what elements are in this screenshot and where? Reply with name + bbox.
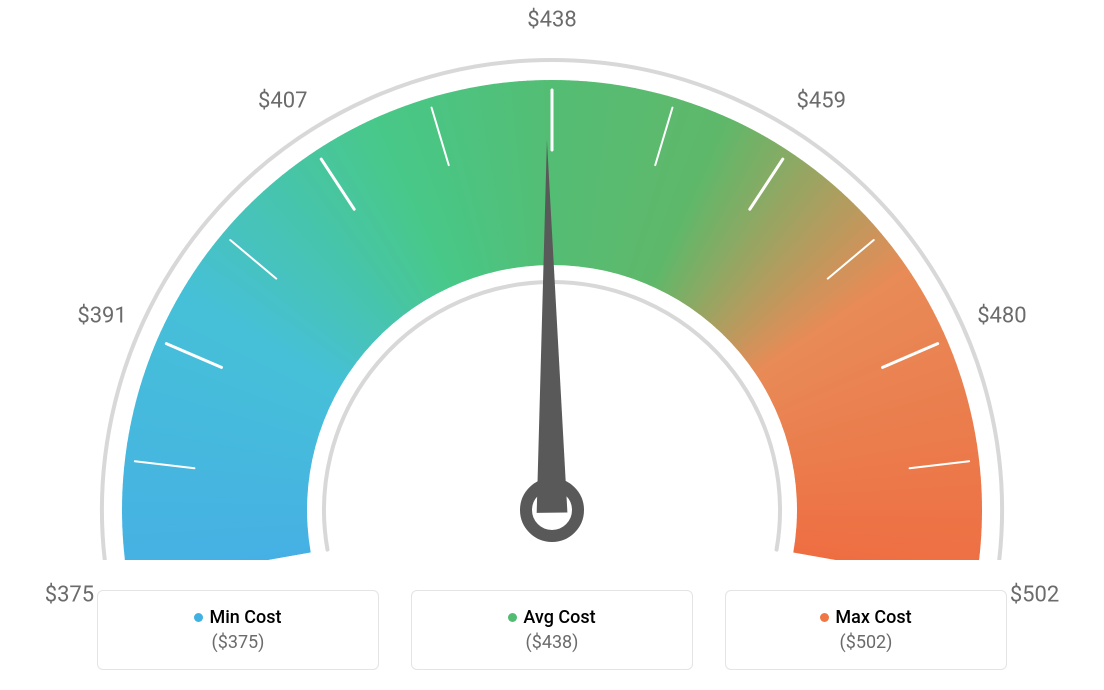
- gauge-svg: [0, 0, 1104, 560]
- gauge-tick-label: $407: [258, 88, 307, 113]
- legend-value-max: ($502): [840, 632, 893, 653]
- cost-gauge-chart: $375$391$407$438$459$480$502 Min Cost ($…: [0, 0, 1104, 690]
- legend-row: Min Cost ($375) Avg Cost ($438) Max Cost…: [0, 590, 1104, 670]
- legend-title-min: Min Cost: [194, 607, 281, 628]
- gauge-area: $375$391$407$438$459$480$502: [0, 0, 1104, 560]
- legend-value-min: ($375): [212, 632, 265, 653]
- legend-dot-max: [820, 613, 829, 622]
- legend-dot-avg: [508, 613, 517, 622]
- legend-card-min: Min Cost ($375): [97, 590, 379, 670]
- legend-title-avg: Avg Cost: [508, 607, 595, 628]
- legend-title-max-text: Max Cost: [835, 607, 911, 628]
- gauge-tick-label: $438: [527, 8, 576, 33]
- legend-value-avg: ($438): [526, 632, 579, 653]
- gauge-tick-label: $391: [77, 303, 126, 328]
- legend-card-avg: Avg Cost ($438): [411, 590, 693, 670]
- legend-title-max: Max Cost: [820, 607, 911, 628]
- gauge-tick-label: $459: [797, 88, 846, 113]
- legend-dot-min: [194, 613, 203, 622]
- gauge-tick-label: $480: [977, 303, 1026, 328]
- legend-card-max: Max Cost ($502): [725, 590, 1007, 670]
- legend-title-avg-text: Avg Cost: [523, 607, 595, 628]
- legend-title-min-text: Min Cost: [209, 607, 281, 628]
